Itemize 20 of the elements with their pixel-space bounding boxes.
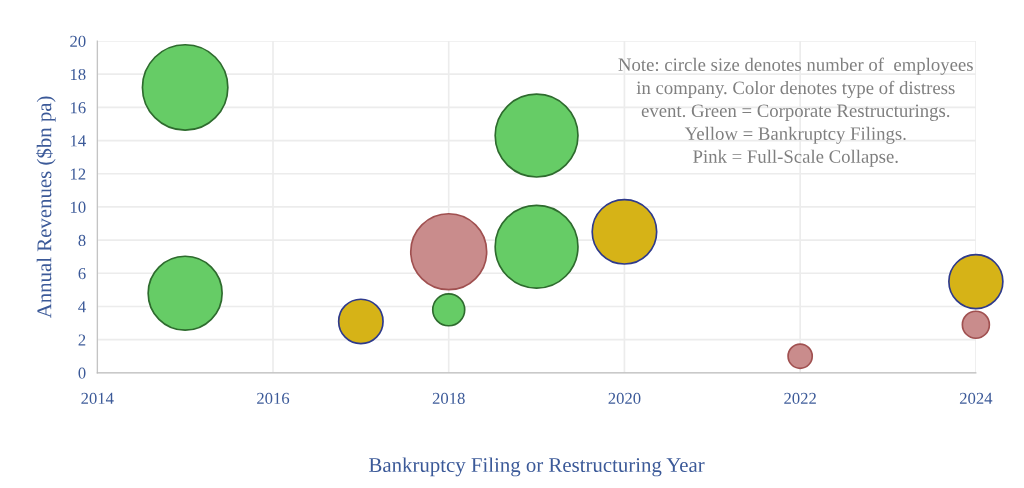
- y-tick-label: 12: [70, 168, 86, 180]
- y-tick-label: 20: [70, 35, 86, 47]
- annotation: Note: circle size denotes number of employees in company. Color denotes type of distress event. Green = Corporate Restructurings. Yellow = Bankruptcy Filings. Pink = Full-Scale Collapse.: [618, 57, 973, 167]
- y-tick-label: 0: [78, 367, 86, 379]
- y-tick-label: 16: [70, 102, 86, 114]
- y-tick-label: 14: [70, 135, 86, 147]
- y-tick-label: 18: [70, 68, 86, 81]
- x-tick-label: 2024: [959, 392, 993, 405]
- x-tick-label: 2014: [81, 392, 114, 405]
- y-tick-label: 10: [70, 201, 86, 213]
- y-tick-label: 2: [78, 334, 86, 346]
- x-tick-label: 2018: [432, 392, 465, 405]
- x-axis-title: Bankruptcy Filing or Restructuring Year: [369, 457, 705, 477]
- y-tick-label: 6: [78, 268, 86, 280]
- y-tick-label: 8: [78, 234, 86, 247]
- y-tick-label: 4: [78, 301, 86, 313]
- x-tick-label: 2016: [257, 392, 290, 405]
- x-tick-label: 2020: [608, 392, 641, 405]
- y-axis-title: Annual Revenues ($bn pa): [36, 96, 56, 319]
- x-tick-label: 2022: [784, 392, 816, 405]
